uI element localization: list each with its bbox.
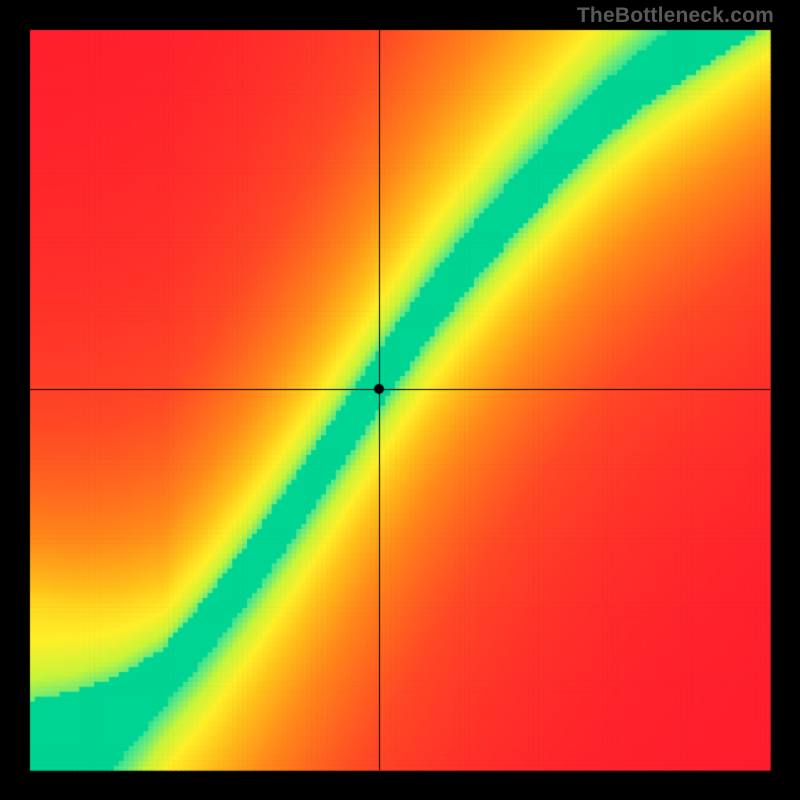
- bottleneck-heatmap: [0, 0, 800, 800]
- watermark-text: TheBottleneck.com: [577, 4, 774, 28]
- chart-root: { "meta": { "watermark_text": "TheBottle…: [0, 0, 800, 800]
